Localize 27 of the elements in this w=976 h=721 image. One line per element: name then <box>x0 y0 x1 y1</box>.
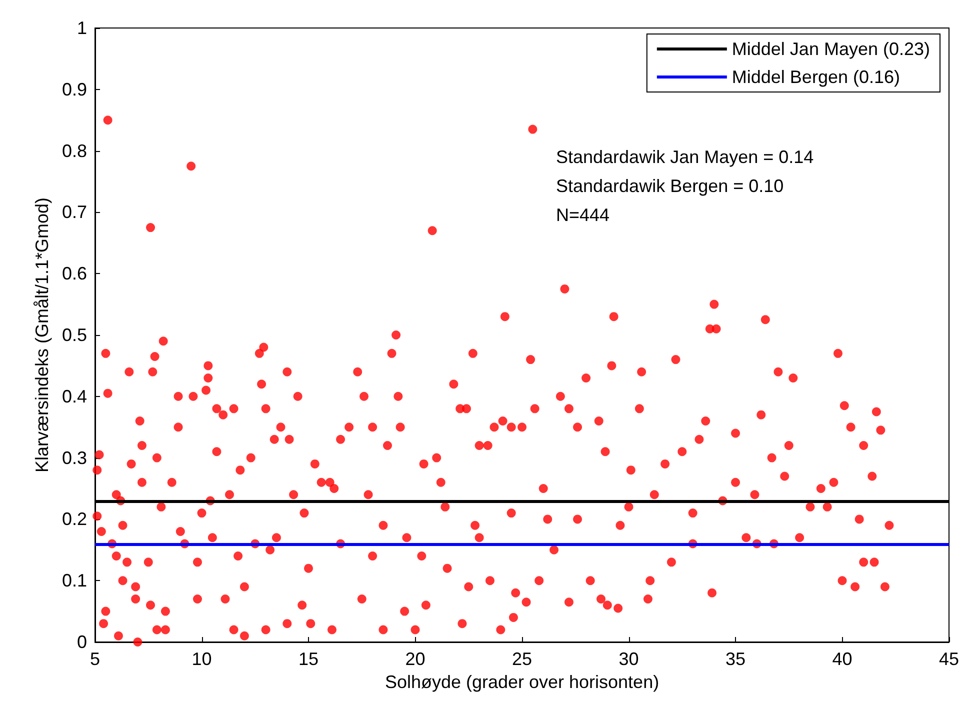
y-tick-label: 0.3 <box>62 448 87 468</box>
y-tick-label: 0.7 <box>62 202 87 222</box>
x-tick-label: 40 <box>832 649 852 669</box>
x-tick-label: 20 <box>405 649 426 669</box>
y-tick-label: 0.5 <box>62 325 87 345</box>
x-axis-title: Solhøyde (grader over horisonten) <box>384 672 660 692</box>
annotation: Standardawik Bergen = 0.10 <box>556 176 784 196</box>
y-tick-label: 0.1 <box>62 570 87 591</box>
x-tick-label: 25 <box>512 649 532 669</box>
x-tick-label: 45 <box>938 649 960 669</box>
annotation: Standardawik Jan Mayen = 0.14 <box>556 147 814 167</box>
y-tick-label: 0 <box>76 632 87 652</box>
x-tick-label: 15 <box>298 649 319 669</box>
y-tick-label: 0.2 <box>62 509 87 530</box>
legend-label: Middel Jan Mayen (0.23) <box>732 39 930 59</box>
y-tick-label: 1 <box>76 18 87 38</box>
x-tick-label: 30 <box>618 649 639 669</box>
x-tick-label: 10 <box>192 649 212 669</box>
y-tick-label: 0.4 <box>62 386 87 406</box>
y-tick-label: 0.6 <box>62 264 87 284</box>
x-tick-label: 35 <box>725 649 746 669</box>
y-axis-title: Klarværsindeks (Gmålt/1.1*Gmod) <box>32 197 52 473</box>
legend-label: Middel Bergen (0.16) <box>732 67 900 87</box>
y-tick-label: 0.8 <box>62 140 87 161</box>
x-tick-label: 5 <box>90 649 100 669</box>
annotation: N=444 <box>556 205 610 225</box>
y-tick-label: 0.9 <box>62 79 87 100</box>
